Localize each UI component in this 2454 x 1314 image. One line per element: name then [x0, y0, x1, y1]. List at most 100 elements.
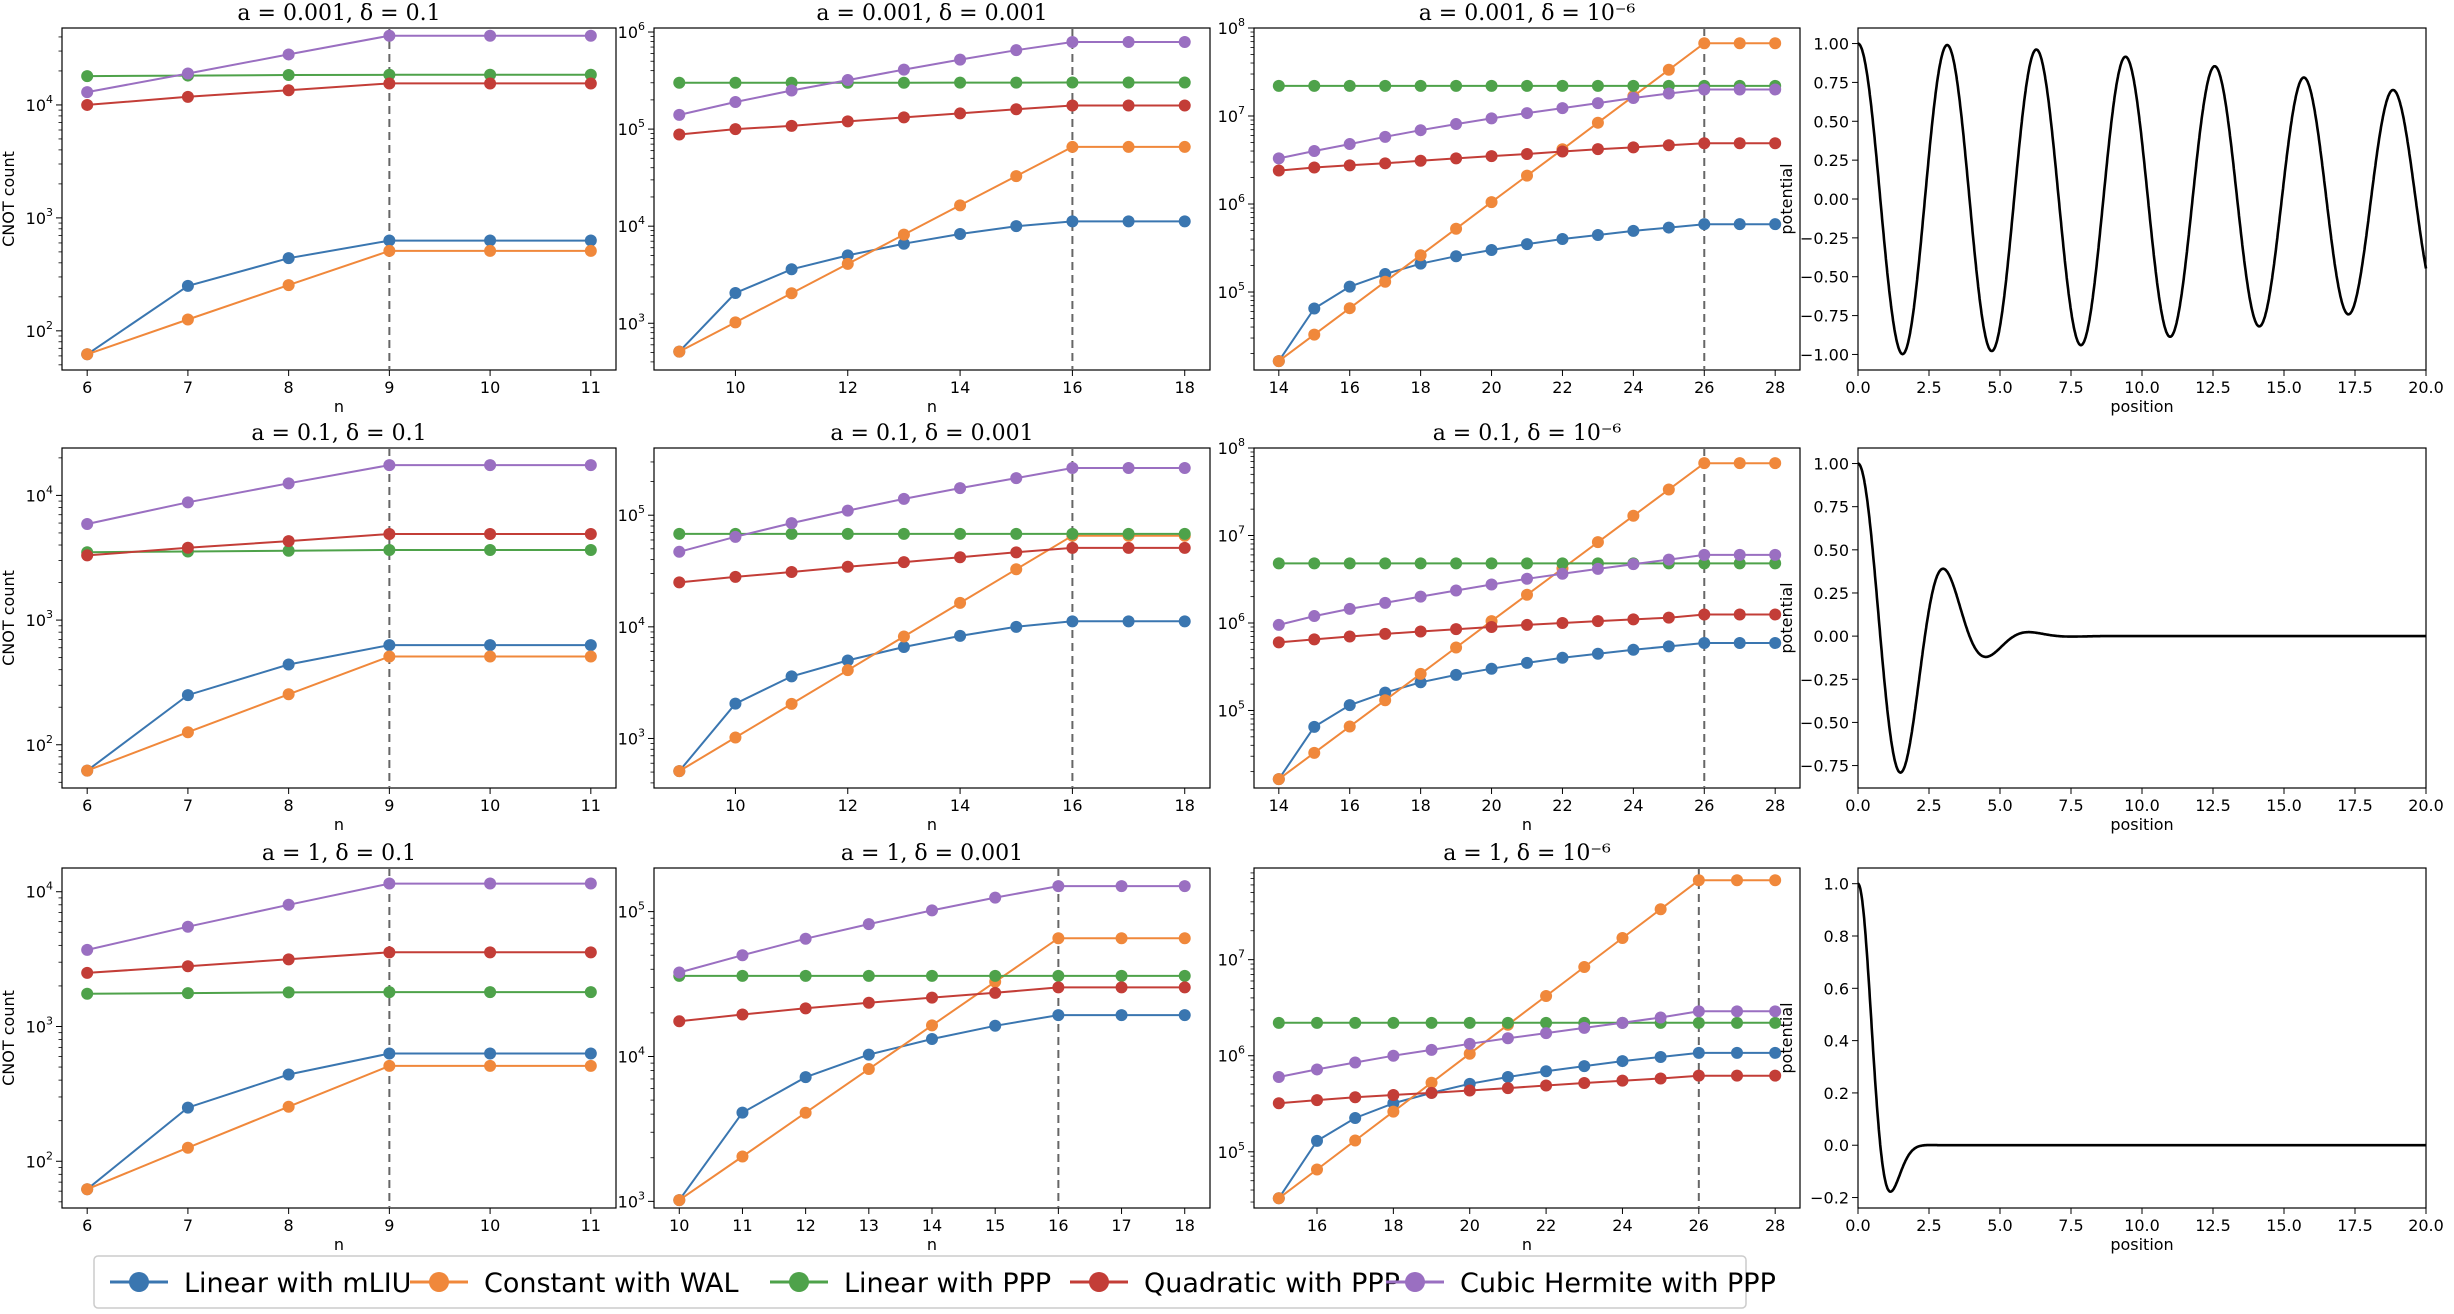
data-point — [785, 84, 798, 97]
data-point — [282, 477, 295, 490]
legend-label: Cubic Hermite with PPP — [1460, 1268, 1776, 1299]
x-tick-label: 17.5 — [2337, 378, 2373, 397]
x-tick-label: 28 — [1765, 1216, 1785, 1235]
data-point — [1010, 546, 1023, 559]
data-point — [1379, 627, 1392, 640]
data-point — [1308, 328, 1321, 341]
data-point — [1485, 150, 1498, 163]
legend-item: Linear with PPP — [770, 1268, 1051, 1299]
data-point — [1540, 1016, 1553, 1029]
data-point — [841, 664, 854, 677]
y-tick-label: 105 — [1218, 280, 1245, 302]
data-point — [1010, 563, 1023, 576]
data-point — [1654, 1011, 1667, 1024]
data-point — [1122, 140, 1135, 153]
x-tick-label: 7.5 — [2058, 1216, 2083, 1235]
chart-title: a = 0.1, δ = 0.001 — [830, 421, 1033, 446]
x-tick-label: 10 — [669, 1216, 689, 1235]
x-tick-label: 24 — [1623, 378, 1643, 397]
data-point — [1343, 280, 1356, 293]
x-tick-label: 15 — [985, 1216, 1005, 1235]
chart-panel-11: a = 1, δ = 10⁻⁶ 16 18 20 22 24 26 28 105 106 107 n — [1218, 841, 1801, 1254]
x-tick-label: 14 — [950, 378, 970, 397]
data-point — [1463, 1016, 1476, 1029]
data-point — [1692, 1046, 1705, 1059]
y-tick-label: 0.00 — [1813, 627, 1849, 646]
data-point — [1311, 1063, 1323, 1076]
data-point — [954, 76, 967, 89]
data-point — [81, 517, 94, 530]
data-point — [1414, 249, 1427, 262]
y-tick-label: 0.8 — [1824, 927, 1849, 946]
data-point — [1178, 969, 1191, 982]
chart-title: a = 0.1, δ = 0.1 — [251, 421, 426, 446]
data-point — [1627, 92, 1640, 105]
x-tick-label: 26 — [1694, 378, 1714, 397]
data-point — [1692, 874, 1705, 887]
data-point — [1122, 527, 1135, 540]
x-tick-label: 0.0 — [1845, 796, 1870, 815]
data-point — [799, 969, 812, 982]
data-point — [1343, 79, 1356, 92]
y-axis-label: CNOT count — [0, 151, 18, 247]
y-tick-label: 107 — [1218, 948, 1245, 970]
data-point — [1521, 572, 1533, 585]
data-point — [1450, 222, 1463, 235]
data-point — [1662, 553, 1675, 566]
x-tick-label: 12 — [838, 378, 858, 397]
x-tick-label: 9 — [384, 796, 394, 815]
data-point — [584, 68, 597, 81]
data-point — [1627, 613, 1640, 626]
x-axis-label: n — [927, 1235, 937, 1254]
x-tick-label: 12 — [838, 796, 858, 815]
legend-item: Constant with WAL — [410, 1268, 739, 1299]
data-point — [81, 348, 94, 361]
data-point — [897, 228, 910, 241]
x-tick-label: 18 — [1175, 1216, 1195, 1235]
data-point — [729, 316, 742, 329]
series-line — [86, 464, 591, 525]
chart-panel-10: a = 1, δ = 0.001 10 11 12 13 14 15 16 17 18 103 104… — [618, 841, 1211, 1254]
data-point — [1463, 1037, 1476, 1050]
data-point — [282, 279, 295, 292]
series-line — [86, 882, 591, 951]
data-point — [1698, 37, 1711, 50]
data-point — [841, 504, 854, 517]
data-point — [282, 84, 295, 97]
data-point — [1010, 44, 1023, 57]
data-point — [1122, 215, 1135, 228]
x-tick-label: 2.5 — [1916, 378, 1941, 397]
data-point — [1066, 615, 1079, 628]
data-point — [673, 527, 686, 540]
data-point — [785, 527, 798, 540]
x-tick-label: 14 — [922, 1216, 942, 1235]
chart-panel-8: 0.0 2.5 5.0 7.5 10.0 12.5 15.0 17.5 20.0 −0.75 −0.… — [1777, 447, 2444, 834]
data-point — [1450, 118, 1463, 131]
data-point — [841, 560, 854, 573]
data-point — [1414, 625, 1427, 638]
data-point — [1343, 630, 1356, 643]
data-point — [1616, 1016, 1629, 1029]
y-tick-label: 108 — [1218, 16, 1245, 38]
data-point — [484, 543, 497, 556]
series-line — [1277, 1051, 1776, 1199]
data-point — [484, 639, 497, 652]
data-point — [1731, 1016, 1743, 1029]
y-tick-label: 0.00 — [1813, 190, 1849, 209]
data-point — [584, 877, 597, 890]
data-point — [736, 949, 749, 962]
data-point — [1578, 1077, 1591, 1090]
y-tick-label: 108 — [1218, 436, 1245, 458]
x-tick-label: 0.0 — [1845, 378, 1870, 397]
data-point — [584, 650, 597, 663]
x-tick-label: 22 — [1552, 796, 1572, 815]
data-point — [1311, 1134, 1323, 1147]
chart-panel-12: 0.0 2.5 5.0 7.5 10.0 12.5 15.0 17.5 20.0 −0.2 0.0 0… — [1777, 867, 2444, 1254]
data-point — [1178, 527, 1191, 540]
data-point — [1627, 558, 1640, 571]
data-point — [1450, 584, 1463, 597]
potential-curve — [1857, 462, 2426, 774]
x-tick-label: 22 — [1536, 1216, 1556, 1235]
x-axis-label: n — [1522, 1235, 1532, 1254]
legend-label: Constant with WAL — [484, 1268, 739, 1299]
